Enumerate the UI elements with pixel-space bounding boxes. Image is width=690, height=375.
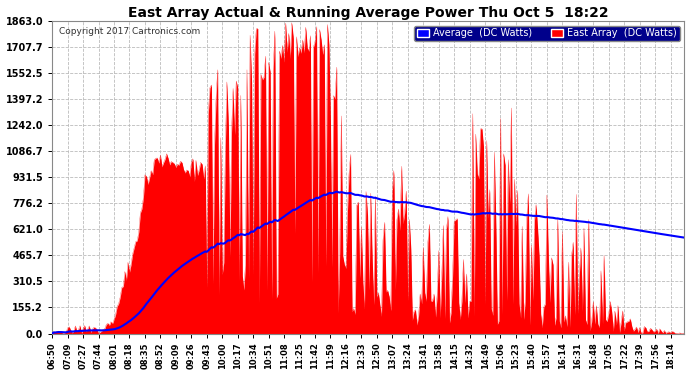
Title: East Array Actual & Running Average Power Thu Oct 5  18:22: East Array Actual & Running Average Powe… bbox=[128, 6, 609, 20]
Legend: Average  (DC Watts), East Array  (DC Watts): Average (DC Watts), East Array (DC Watts… bbox=[414, 26, 680, 41]
Text: Copyright 2017 Cartronics.com: Copyright 2017 Cartronics.com bbox=[59, 27, 200, 36]
